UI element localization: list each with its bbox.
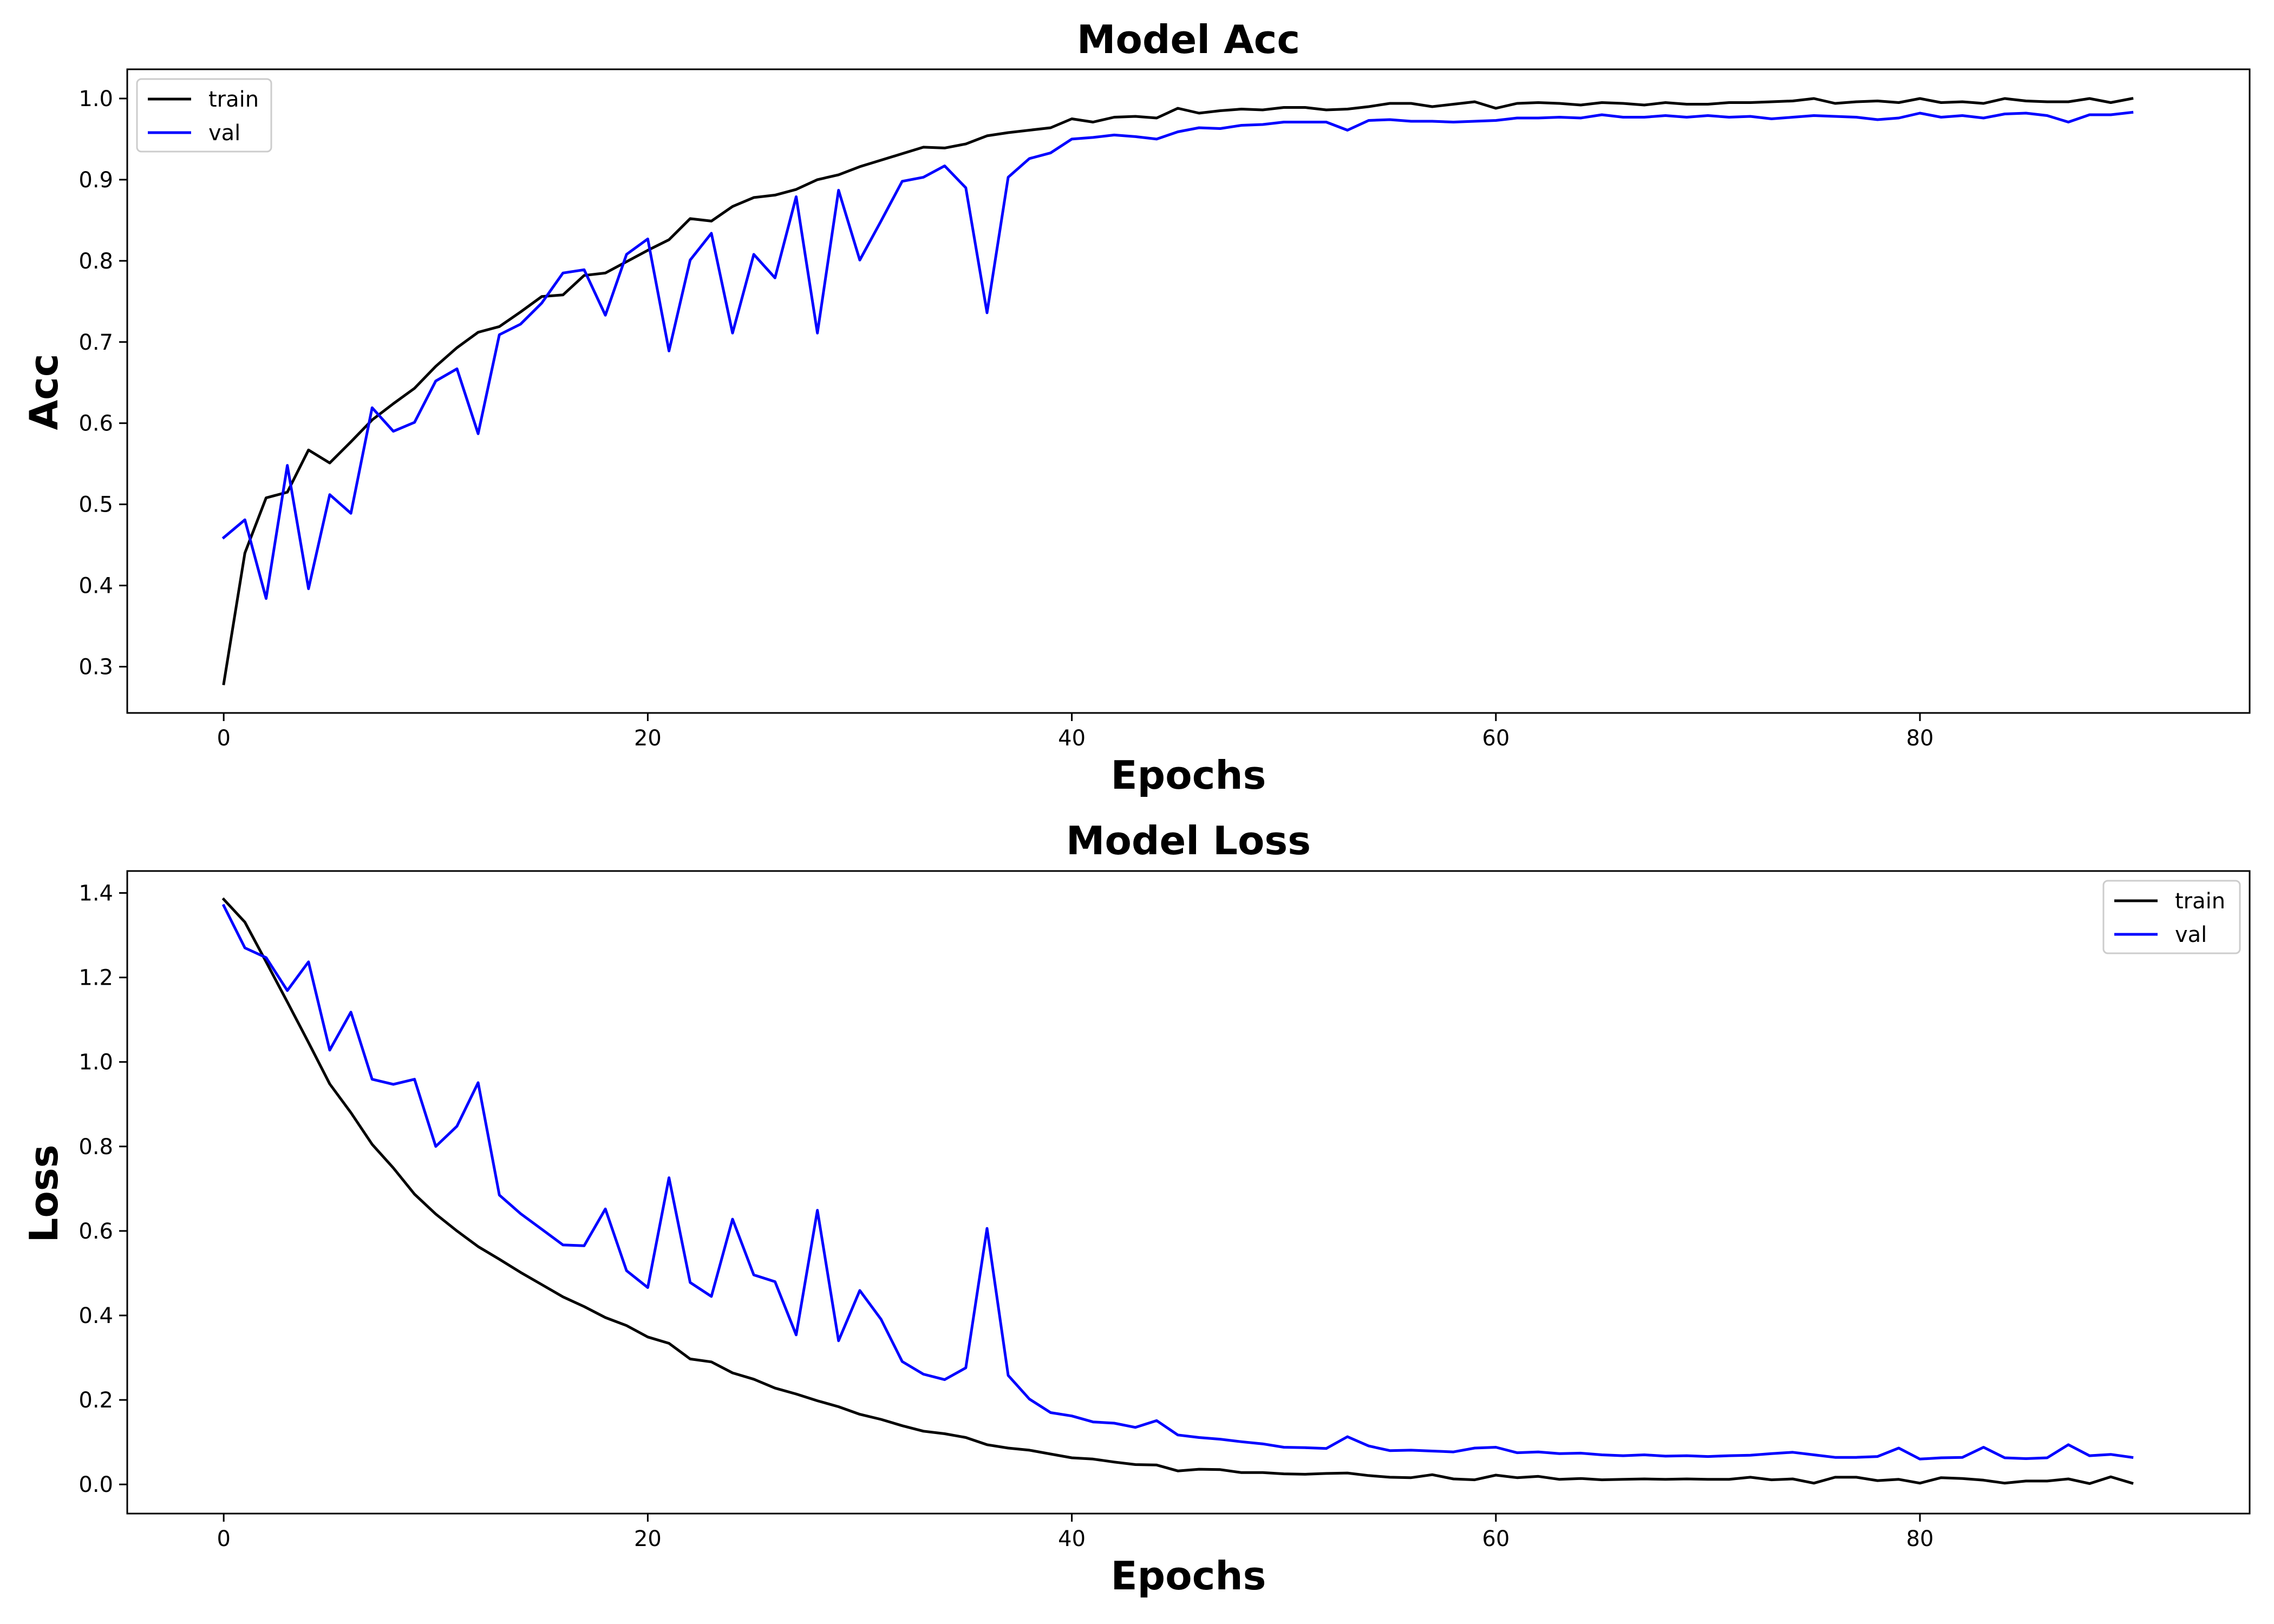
y-tick-label: 1.4 [79, 881, 113, 906]
series-line-train [221, 897, 2134, 1485]
plot-marks: 0 20 40 60 80 0.3 0.4 0.5 0.6 0.7 0.8 0.9 1.0 train va… [79, 68, 2251, 751]
x-tick-label: 40 [1058, 726, 1086, 751]
y-tick-label: 0.8 [79, 1135, 113, 1160]
y-tick-label: 0.9 [79, 168, 113, 193]
y-tick-label: 1.0 [79, 1050, 113, 1075]
y-tick-label: 0.2 [79, 1388, 113, 1413]
x-tick-label: 80 [1906, 726, 1934, 751]
y-tick-label: 0.4 [79, 574, 113, 599]
y-tick-label: 1.2 [79, 966, 113, 991]
y-tick-label: 0.8 [79, 249, 113, 274]
x-axis-label: Epochs [1111, 752, 1266, 798]
legend-label-val: val [2175, 922, 2207, 947]
chart-title: Model Loss [1066, 818, 1311, 863]
y-tick-label: 1.0 [79, 87, 113, 112]
x-tick-label: 0 [217, 1527, 230, 1551]
x-tick-label: 60 [1482, 726, 1510, 751]
legend-label-train: train [2175, 889, 2225, 914]
series-line-val [221, 903, 2134, 1461]
y-axis-label: Loss [21, 1144, 67, 1242]
x-tick-label: 20 [634, 726, 662, 751]
legend-label-val: val [208, 121, 240, 146]
legend: train val [2102, 880, 2241, 954]
y-tick-label: 0.6 [79, 411, 113, 436]
plot-marks: 0 20 40 60 80 0.0 0.2 0.4 0.6 0.8 1.0 1.2 1.4 train va… [79, 870, 2251, 1551]
x-tick-label: 60 [1482, 1527, 1510, 1551]
legend-label-train: train [208, 87, 259, 112]
y-tick-label: 0.0 [79, 1472, 113, 1497]
x-tick-label: 40 [1058, 1527, 1086, 1551]
x-tick-label: 80 [1906, 1527, 1934, 1551]
plot-frame [126, 68, 2251, 714]
x-tick-label: 0 [217, 726, 230, 751]
y-axis-label: Acc [21, 353, 67, 430]
series-line-train [222, 97, 2134, 685]
x-tick-label: 20 [634, 1527, 662, 1551]
plot-frame [126, 870, 2251, 1515]
legend: train val [136, 78, 272, 153]
y-tick-label: 0.6 [79, 1219, 113, 1244]
x-axis-label: Epochs [1111, 1553, 1266, 1599]
loss-chart: Model Loss Epochs Loss 0 20 40 60 80 0.0 0.2 0.… [21, 818, 2251, 1599]
series-line-val [221, 110, 2134, 600]
accuracy-chart: Model Acc Epochs Acc 0 20 40 60 800.30.40.50… [21, 17, 2251, 798]
y-tick-label: 0.3 [79, 655, 113, 680]
y-tick-label: 0.7 [79, 330, 113, 355]
y-tick-label: 0.4 [79, 1304, 113, 1328]
y-tick-label: 0.5 [79, 493, 113, 518]
chart-title: Model Acc [1077, 17, 1300, 62]
